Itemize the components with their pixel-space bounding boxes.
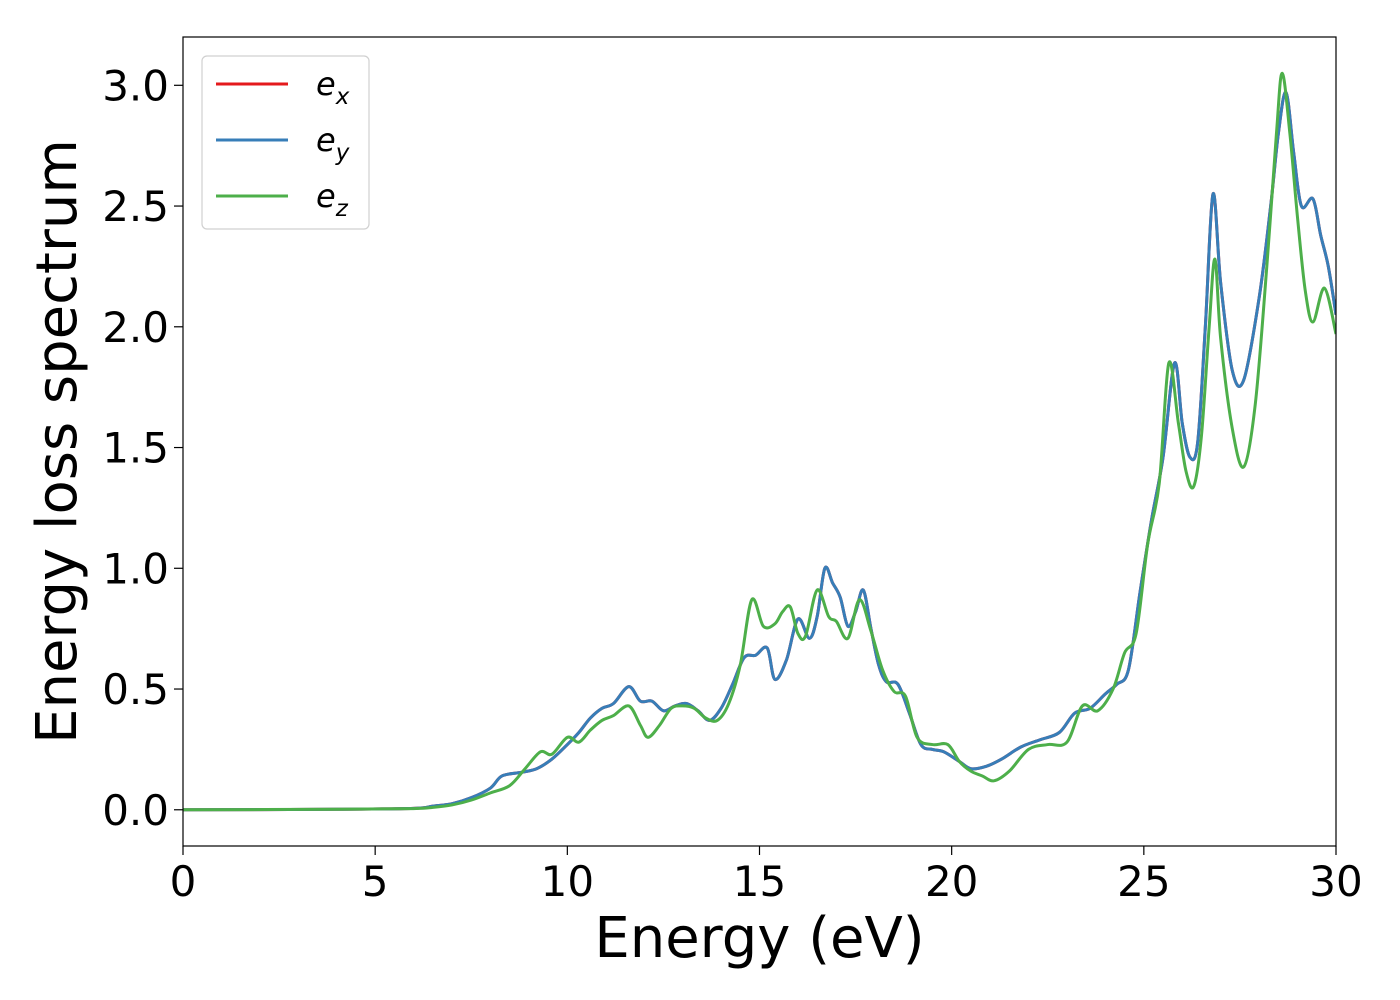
- x-tick-label: 20: [925, 857, 978, 906]
- legend-box: [201, 55, 370, 230]
- legend-label-e-y: ey: [316, 121, 350, 166]
- y-tick-label: 3.0: [102, 61, 169, 110]
- y-tick-label: 1.0: [102, 544, 169, 593]
- legend-label-e-z: ez: [316, 177, 349, 222]
- y-tick-label: 2.0: [102, 303, 169, 352]
- y-axis-title: Energy loss spectrum: [25, 139, 90, 744]
- x-tick-label: 0: [170, 857, 197, 906]
- series-line-e-y: [183, 91, 1336, 812]
- x-tick-label: 30: [1309, 857, 1362, 906]
- ticks: 0 5 10 15 20 25 30 0.0 0.5 1.0 1.5 2.0 2.5 3.0: [102, 61, 1363, 906]
- legend-label-e-x: ex: [316, 65, 350, 110]
- x-tick-label: 25: [1117, 857, 1170, 906]
- y-tick-label: 2.5: [102, 182, 169, 231]
- y-tick-label: 1.5: [102, 424, 169, 473]
- y-tick-label: 0.0: [102, 786, 169, 835]
- x-tick-label: 5: [362, 857, 389, 906]
- series-lines: [183, 71, 1336, 812]
- x-axis-title: Energy (eV): [594, 906, 924, 971]
- x-tick-label: 15: [733, 857, 786, 906]
- series-line-e-z: [183, 71, 1336, 812]
- legend: ex ey ez: [201, 55, 370, 230]
- x-tick-label: 10: [541, 857, 594, 906]
- y-tick-label: 0.5: [102, 665, 169, 714]
